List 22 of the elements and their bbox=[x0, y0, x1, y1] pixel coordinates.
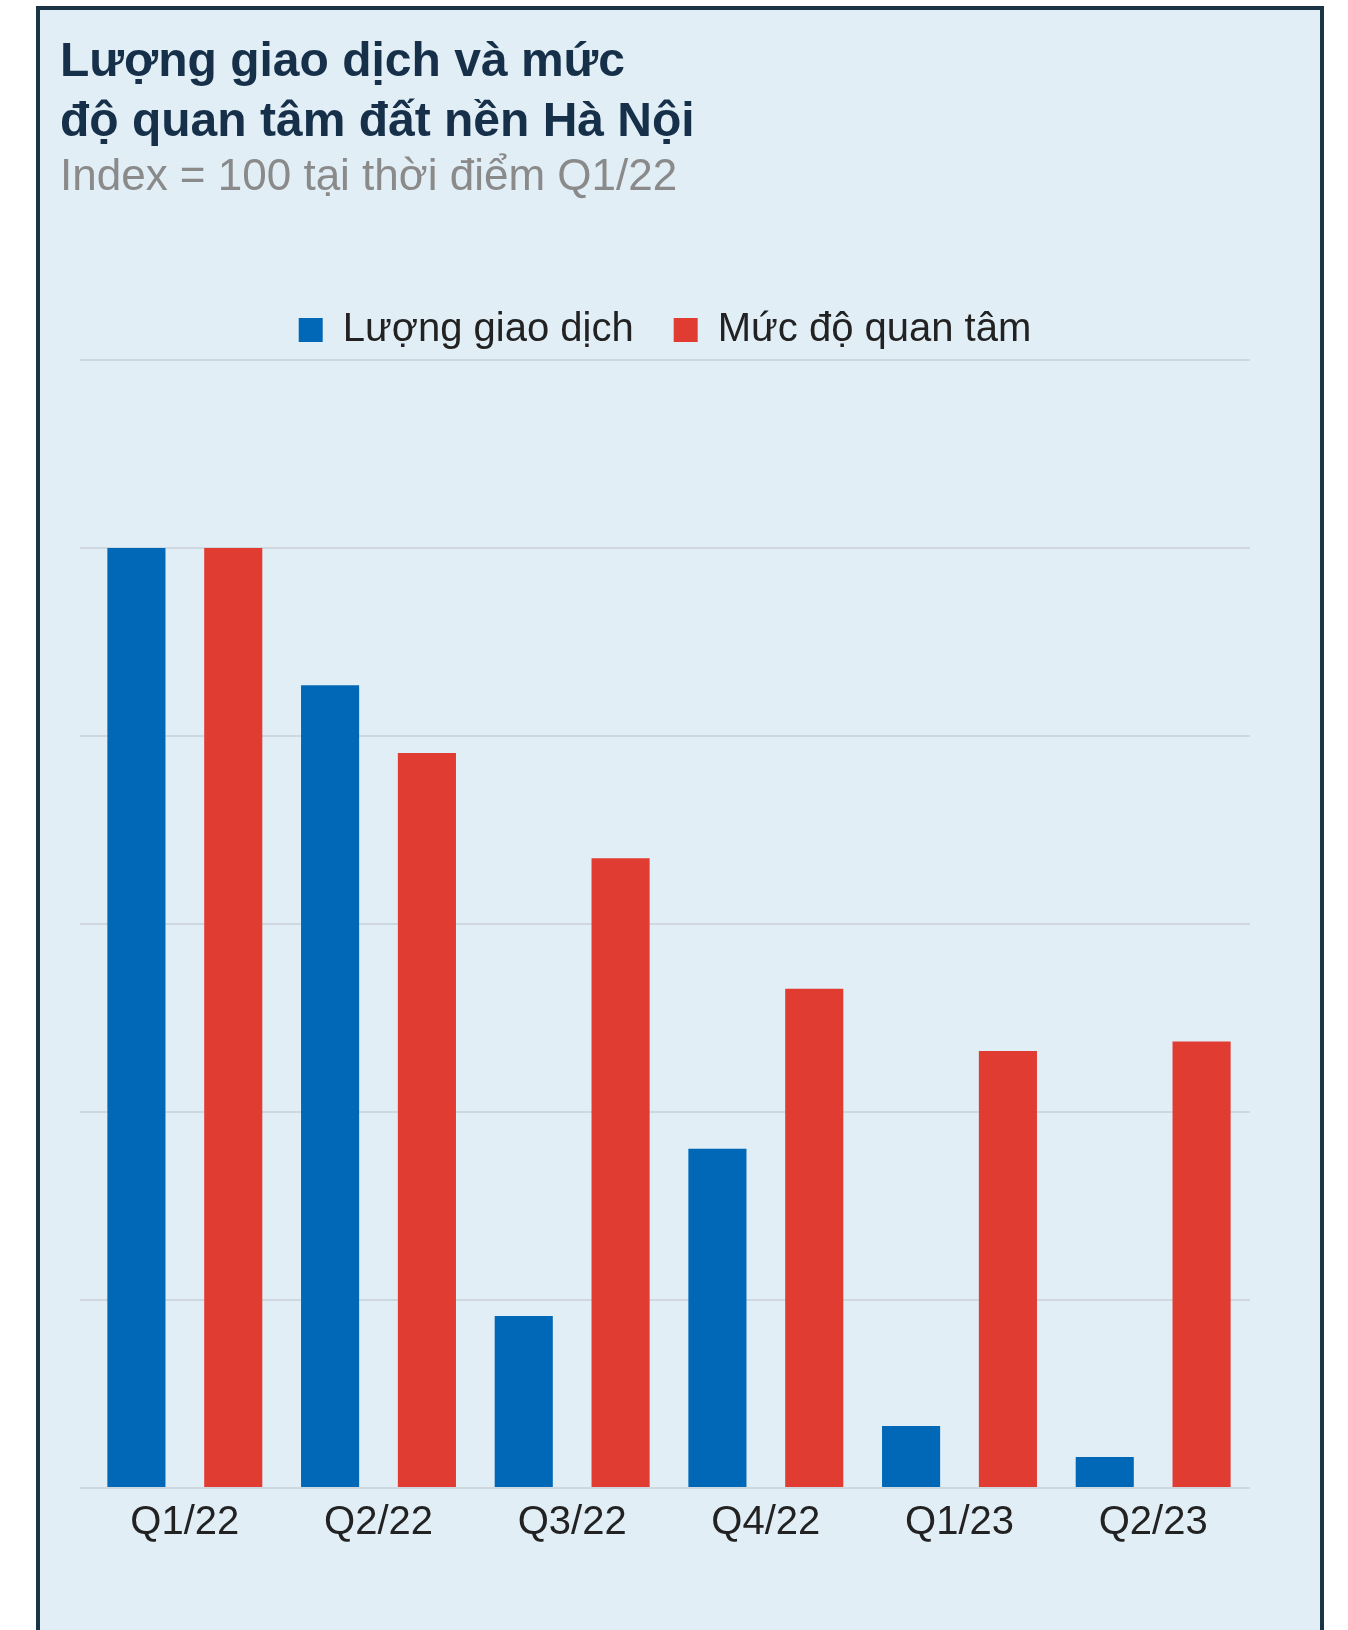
x-tick-label: Q2/22 bbox=[324, 1498, 433, 1543]
bar bbox=[688, 1148, 747, 1487]
x-tick-label: Q1/22 bbox=[130, 1498, 240, 1543]
bar bbox=[494, 1315, 553, 1487]
x-tick-label: Q4/22 bbox=[711, 1498, 821, 1543]
bar bbox=[978, 1050, 1037, 1487]
bar bbox=[591, 858, 650, 1487]
bar bbox=[785, 988, 844, 1487]
chart-title: Lượng giao dịch và mức độ quan tâm đất nền Hà Nội bbox=[60, 32, 695, 148]
legend-label: Lượng giao dịch bbox=[342, 305, 634, 350]
bar bbox=[1172, 1041, 1231, 1487]
bar bbox=[204, 548, 263, 1487]
bar bbox=[1075, 1456, 1134, 1487]
bar bbox=[882, 1425, 941, 1487]
bar bbox=[107, 548, 166, 1487]
bar bbox=[397, 752, 456, 1487]
chart-subtitle: Index = 100 tại thời điểm Q1/22 bbox=[60, 150, 678, 200]
x-tick-label: Q2/23 bbox=[1098, 1498, 1208, 1543]
bar bbox=[301, 685, 360, 1487]
x-tick-label: Q1/23 bbox=[905, 1498, 1014, 1543]
legend-label: Mức độ quan tâm bbox=[717, 305, 1032, 350]
x-tick-label: Q3/22 bbox=[517, 1498, 627, 1543]
